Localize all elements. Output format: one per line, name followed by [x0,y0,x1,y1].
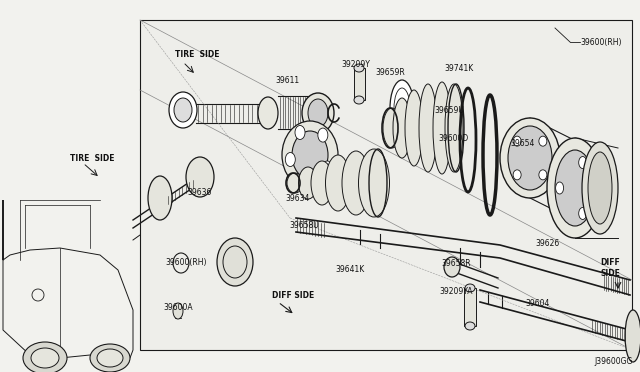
Bar [464,288,476,326]
Ellipse shape [556,182,564,194]
Ellipse shape [354,64,364,72]
Ellipse shape [186,157,214,197]
Ellipse shape [539,170,547,180]
Ellipse shape [625,310,640,362]
Ellipse shape [301,174,312,187]
Ellipse shape [282,121,338,189]
Text: DIFF
SIDE: DIFF SIDE [600,258,620,278]
Ellipse shape [174,98,192,122]
Ellipse shape [169,92,197,128]
Ellipse shape [539,136,547,146]
Ellipse shape [444,257,460,277]
Polygon shape [140,20,632,350]
Text: 39600D: 39600D [439,134,469,142]
Ellipse shape [326,155,351,211]
Ellipse shape [513,136,521,146]
Ellipse shape [433,82,451,174]
Text: J39600GG: J39600GG [595,357,633,366]
Ellipse shape [393,98,411,158]
Ellipse shape [308,99,328,127]
Ellipse shape [298,167,317,199]
Ellipse shape [405,90,423,166]
Text: 39600(RH): 39600(RH) [580,38,621,46]
Ellipse shape [342,151,370,215]
Ellipse shape [323,161,332,175]
Text: 39626: 39626 [536,238,560,247]
Text: 39600A: 39600A [163,304,193,312]
Text: 39659U: 39659U [434,106,464,115]
Text: 39611: 39611 [275,76,299,84]
Ellipse shape [258,97,278,129]
Text: TIRE  SIDE: TIRE SIDE [175,49,220,58]
Ellipse shape [23,342,67,372]
Text: 39600(RH): 39600(RH) [165,259,207,267]
Ellipse shape [148,176,172,220]
Ellipse shape [173,303,183,319]
Text: 39641K: 39641K [335,266,365,275]
Ellipse shape [318,128,328,142]
Text: 39636: 39636 [188,187,212,196]
Ellipse shape [465,322,475,330]
Ellipse shape [383,108,401,148]
Ellipse shape [513,170,521,180]
Text: 39634: 39634 [286,193,310,202]
Ellipse shape [31,348,59,368]
Ellipse shape [287,173,303,193]
Ellipse shape [311,161,333,205]
Text: 39658R: 39658R [441,259,471,267]
Ellipse shape [217,238,253,286]
Bar [354,68,365,100]
Ellipse shape [419,84,437,172]
Ellipse shape [97,349,123,367]
Ellipse shape [582,142,618,234]
Text: 39654: 39654 [511,138,535,148]
Ellipse shape [500,118,560,198]
Ellipse shape [445,84,463,172]
Ellipse shape [555,150,595,226]
Text: 39209YA: 39209YA [439,288,473,296]
Text: DIFF SIDE: DIFF SIDE [272,291,314,299]
Text: 39658U: 39658U [289,221,319,230]
Text: 39659R: 39659R [375,67,405,77]
Ellipse shape [547,138,603,238]
Ellipse shape [579,157,587,169]
Text: 39741K: 39741K [444,64,474,73]
Ellipse shape [354,96,364,104]
Ellipse shape [292,131,328,179]
Ellipse shape [579,208,587,219]
Ellipse shape [465,284,475,292]
Ellipse shape [285,153,295,167]
Text: TIRE  SIDE: TIRE SIDE [70,154,115,163]
Ellipse shape [358,149,390,217]
Text: 39604: 39604 [526,298,550,308]
Ellipse shape [390,80,414,136]
Text: 39209Y: 39209Y [342,60,371,68]
Ellipse shape [588,152,612,224]
Ellipse shape [302,93,334,133]
Ellipse shape [90,344,130,372]
Ellipse shape [508,126,552,190]
Ellipse shape [295,125,305,140]
